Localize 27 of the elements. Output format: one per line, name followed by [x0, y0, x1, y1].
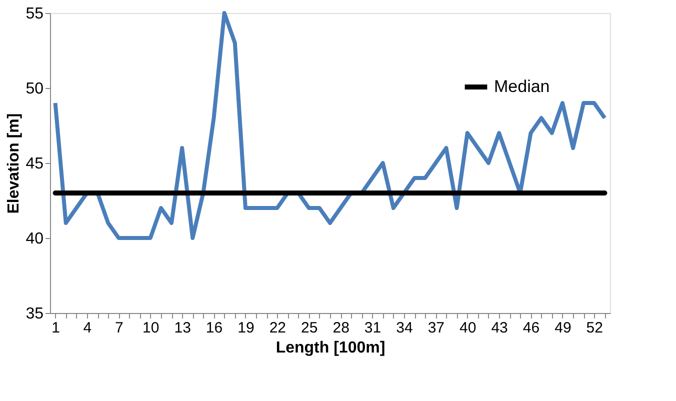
- x-tick-label: 31: [364, 320, 382, 336]
- legend-label: Median: [494, 77, 550, 96]
- x-tick-label: 28: [332, 320, 350, 336]
- x-tick-label: 10: [142, 320, 160, 336]
- x-tick-label: 16: [206, 320, 223, 336]
- y-tick-label: 55: [26, 6, 44, 22]
- x-axis-title: Length [100m]: [276, 340, 386, 356]
- x-tick-label: 19: [238, 320, 254, 336]
- y-tick-label: 45: [26, 156, 44, 172]
- y-tick-label: 35: [26, 306, 44, 322]
- x-tick-label: 4: [83, 320, 92, 336]
- x-tick-label: 7: [115, 320, 124, 336]
- x-tick-label: 52: [586, 320, 603, 336]
- x-tick-label: 46: [522, 320, 540, 336]
- x-tick-label: 22: [269, 320, 286, 336]
- y-axis-title: Elevation [m]: [6, 113, 23, 214]
- y-tick-label: 40: [26, 230, 44, 248]
- x-tick-label: 40: [460, 320, 476, 336]
- x-tick-label: 13: [174, 320, 191, 336]
- line-series: [53, 11, 607, 240]
- y-tick-label: 50: [26, 80, 44, 98]
- x-tick-label: 49: [554, 320, 572, 336]
- x-tick-label: 25: [301, 320, 318, 336]
- x-tick-label: 37: [428, 320, 445, 336]
- x-tick-label: 1: [52, 320, 60, 336]
- x-tick-label: 34: [396, 320, 413, 336]
- x-tick-label: 43: [491, 320, 508, 336]
